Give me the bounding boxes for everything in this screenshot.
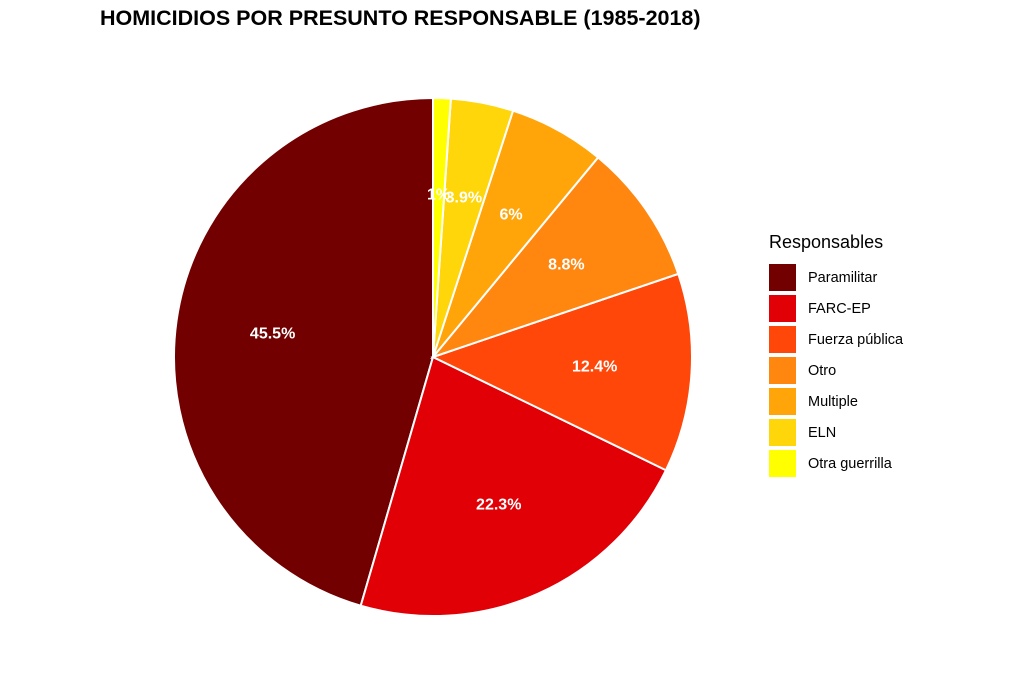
legend-item-eln: ELN bbox=[769, 417, 903, 448]
legend-swatch bbox=[769, 326, 796, 353]
pie-slice-otra-guerrilla bbox=[432, 96, 452, 358]
legend-items: Paramilitar FARC-EP Fuerza pública Otro Mult… bbox=[769, 262, 903, 479]
legend-label: Otro bbox=[808, 362, 837, 379]
slice-label-farc-ep: 22.3% bbox=[476, 497, 521, 514]
slice-label-multiple: 6% bbox=[499, 207, 522, 224]
legend-label: FARC-EP bbox=[808, 300, 871, 317]
slice-label-eln: 3.9% bbox=[446, 189, 482, 206]
legend-item-farc-ep: FARC-EP bbox=[769, 293, 903, 324]
slice-label-otra-guerrilla: 1% bbox=[427, 187, 450, 204]
pie-slices bbox=[173, 96, 693, 617]
legend-label: Otra guerrilla bbox=[808, 455, 892, 472]
legend-item-otra-guerrilla: Otra guerrilla bbox=[769, 448, 903, 479]
legend-swatch bbox=[769, 419, 796, 446]
legend-item-fuerza-publica: Fuerza pública bbox=[769, 324, 903, 355]
slice-label-otro: 8.8% bbox=[548, 257, 584, 274]
legend-swatch bbox=[769, 450, 796, 477]
legend-label: Multiple bbox=[808, 393, 858, 410]
legend: Responsables Paramilitar FARC-EP Fuerza pú… bbox=[769, 232, 903, 479]
pie-slice-labels: 45.5% 22.3% 12.4% 8.8% 6% 3.9%1% bbox=[250, 187, 617, 514]
legend-label: ELN bbox=[808, 424, 837, 441]
legend-swatch bbox=[769, 388, 796, 415]
legend-swatch bbox=[769, 264, 796, 291]
slice-label-fuerza-publica: 12.4% bbox=[572, 359, 617, 376]
pie-slice-fuerza-publica bbox=[430, 272, 693, 472]
pie-slice-farc-ep bbox=[359, 355, 668, 617]
legend-label: Fuerza pública bbox=[808, 331, 904, 348]
pie-slice-paramilitar bbox=[173, 96, 434, 607]
legend-swatch bbox=[769, 357, 796, 384]
slice-label-paramilitar: 45.5% bbox=[250, 326, 295, 343]
legend-item-otro: Otro bbox=[769, 355, 903, 386]
legend-swatch bbox=[769, 295, 796, 322]
legend-title: Responsables bbox=[769, 232, 884, 252]
legend-label: Paramilitar bbox=[808, 269, 878, 286]
chart-title: HOMICIDIOS POR PRESUNTO RESPONSABLE (198… bbox=[100, 6, 701, 30]
pie-chart: 45.5% 22.3% 12.4% 8.8% 6% 3.9%1% bbox=[173, 96, 693, 617]
legend-item-paramilitar: Paramilitar bbox=[769, 262, 903, 293]
legend-item-multiple: Multiple bbox=[769, 386, 903, 417]
pie-slice-otro bbox=[429, 156, 680, 360]
